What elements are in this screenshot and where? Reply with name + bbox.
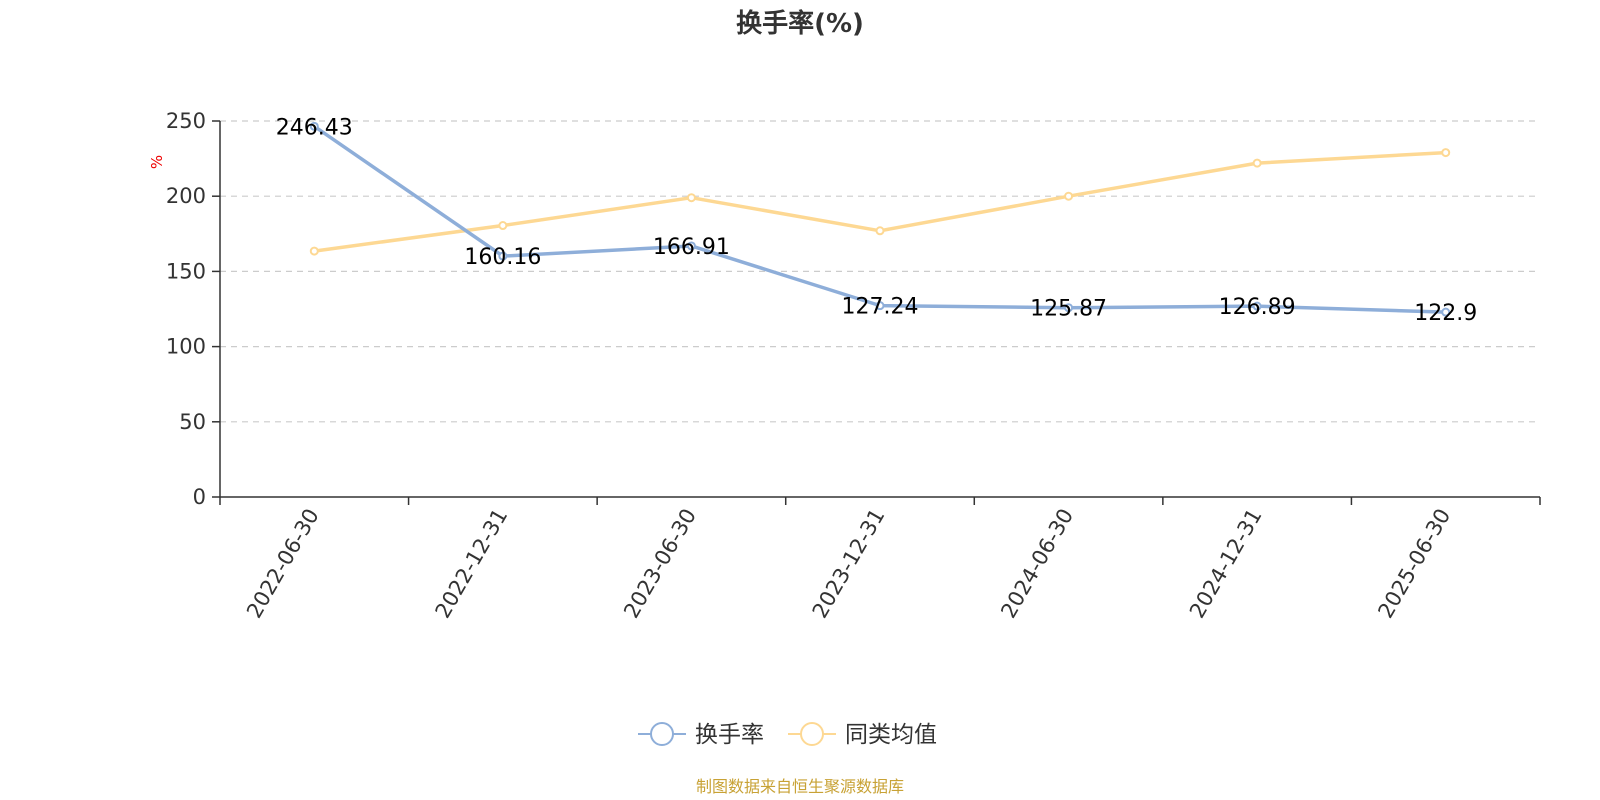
y-axis-label: % — [148, 155, 166, 169]
data-point[interactable] — [1441, 148, 1451, 158]
x-tick-label: 2023-06-30 — [619, 505, 701, 623]
source-note: 制图数据来自恒生聚源数据库 — [696, 777, 904, 796]
legend-item-1[interactable]: 同类均值 — [788, 722, 937, 748]
data-label: 246.43 — [276, 115, 353, 140]
legend[interactable]: 换手率 同类均值 — [638, 722, 937, 748]
data-point[interactable] — [1064, 303, 1074, 313]
data-labels: 246.43 160.16 166.91 127.24 125.87 126.89 122.… — [276, 115, 1477, 326]
y-tick-label: 250 — [166, 109, 206, 133]
series-group — [309, 121, 1451, 317]
data-point[interactable] — [875, 226, 885, 236]
legend-marker-icon — [800, 722, 824, 746]
series-line-0 — [313, 124, 1446, 314]
y-tick-label: 150 — [166, 259, 206, 283]
x-tick-label: 2024-06-30 — [996, 505, 1078, 623]
data-point[interactable] — [1252, 158, 1262, 168]
axes: 0 50 100 150 200 250 2022-06-30 2022-12-31 2023-… — [166, 109, 1541, 623]
series-line-1 — [314, 150, 1446, 253]
y-tick-label: 200 — [166, 184, 206, 208]
data-point[interactable] — [1064, 191, 1074, 201]
data-point[interactable] — [498, 251, 508, 261]
data-point[interactable] — [875, 301, 885, 311]
data-label: 126.89 — [1219, 295, 1296, 320]
chart-title: 换手率(%) — [736, 8, 864, 39]
y-tick-label: 0 — [193, 485, 206, 509]
legend-marker-icon — [650, 722, 674, 746]
data-label: 160.16 — [464, 245, 541, 270]
y-tick-label: 50 — [179, 410, 206, 434]
legend-label: 同类均值 — [845, 722, 937, 748]
x-tick-label: 2022-06-30 — [242, 505, 324, 623]
data-point[interactable] — [309, 246, 319, 256]
legend-item-0[interactable]: 换手率 — [638, 722, 764, 748]
data-point[interactable] — [309, 121, 319, 131]
data-point[interactable] — [686, 241, 696, 251]
data-label: 122.9 — [1414, 301, 1477, 326]
data-point[interactable] — [1441, 307, 1451, 317]
x-tick-label: 2025-06-30 — [1373, 505, 1455, 623]
data-point[interactable] — [498, 221, 508, 231]
y-tick-label: 100 — [166, 335, 206, 359]
legend-label: 换手率 — [695, 722, 764, 748]
x-tick-label: 2022-12-31 — [431, 505, 513, 623]
data-label: 125.87 — [1030, 297, 1107, 322]
grid-lines — [220, 120, 1540, 423]
data-point[interactable] — [686, 193, 696, 203]
data-point[interactable] — [1252, 301, 1262, 311]
x-tick-label: 2023-12-31 — [808, 505, 890, 623]
x-tick-label: 2024-12-31 — [1185, 505, 1267, 623]
data-label: 166.91 — [653, 235, 730, 260]
data-label: 127.24 — [842, 295, 919, 320]
